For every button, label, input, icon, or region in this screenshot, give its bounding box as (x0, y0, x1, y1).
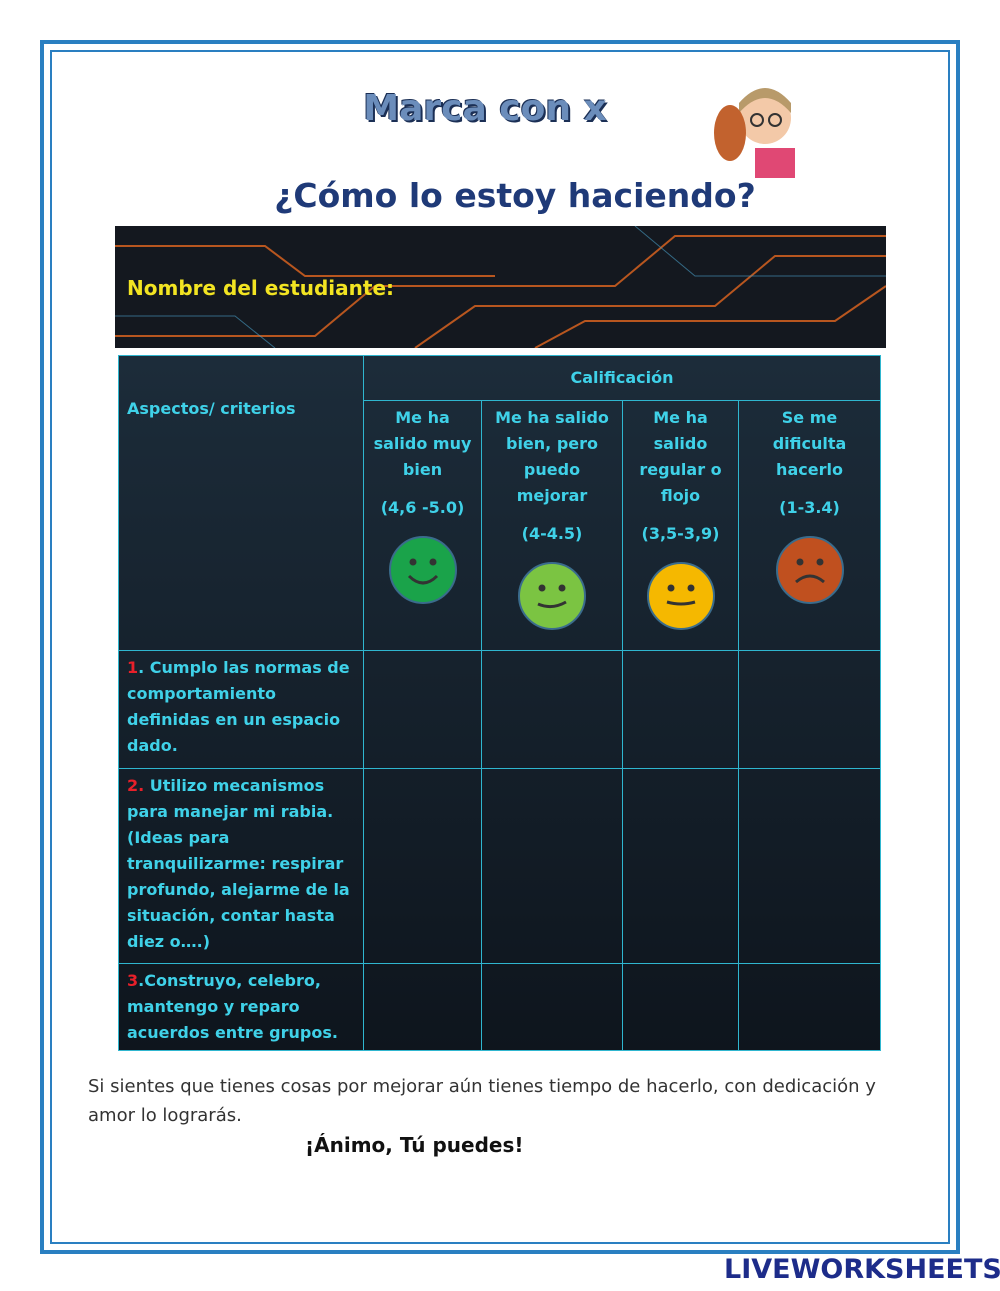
rating-column: Me ha salido muy bien (4,6 -5.0) (363, 400, 482, 651)
answer-cell[interactable] (622, 963, 739, 1051)
rating-label: Me ha salido regular o flojo (639, 408, 722, 505)
smiley (518, 562, 586, 630)
answer-cell[interactable] (481, 963, 623, 1051)
rating-range: (4,6 -5.0) (380, 498, 465, 517)
aspect-header: Aspectos/ criterios (118, 355, 364, 651)
rubric-table: Aspectos/ criterios Calificación Me ha s… (118, 355, 881, 1051)
brand: LIVEWORKSHEETS (724, 1254, 1000, 1285)
criterion-number: 3 (127, 971, 139, 990)
criterion: 3.Construyo, celebro, mantengo y reparo … (118, 963, 364, 1051)
rating-range: (4-4.5) (521, 524, 583, 543)
criterion-number: 2. (127, 776, 145, 795)
rating-column: Me ha salido regular o flojo (3,5-3,9) (622, 400, 739, 651)
cheer: ¡Ánimo, Tú puedes! (305, 1133, 524, 1157)
answer-cell[interactable] (363, 963, 482, 1051)
cartoon (714, 88, 795, 178)
answer-cell[interactable] (738, 768, 881, 964)
rating-column: Me ha salido bien, pero puedo mejorar (4-… (481, 400, 623, 651)
criterion-text: . Cumplo las normas de comportamiento de… (127, 658, 350, 755)
rating-column: Se me dificulta hacerlo (1-3.4) (738, 400, 881, 651)
answer-cell[interactable] (481, 768, 623, 964)
rating-label: Me ha salido muy bien (373, 408, 472, 479)
answer-cell[interactable] (622, 768, 739, 964)
smiley (775, 536, 844, 604)
circuit (115, 226, 886, 348)
rating-label: Me ha salido bien, pero puedo mejorar (495, 408, 609, 505)
smiley (388, 536, 457, 604)
answer-cell[interactable] (738, 963, 881, 1051)
criterion-number: 1 (127, 658, 139, 677)
border (40, 40, 960, 1254)
smiley (646, 562, 715, 630)
footer-message: Si sientes que tienes cosas por mejorar … (88, 1076, 876, 1126)
answer-cell[interactable] (363, 650, 482, 769)
rating-label: Se me dificulta hacerlo (772, 408, 847, 479)
criterion-text: Utilizo mecanismos para manejar mi rabia… (127, 776, 350, 951)
rating-range: (1-3.4) (779, 498, 840, 517)
criterion: 1. Cumplo las normas de comportamiento d… (118, 650, 364, 769)
answer-cell[interactable] (622, 650, 739, 769)
student-name-label: Nombre del estudiante: (127, 276, 395, 300)
answer-cell[interactable] (481, 650, 623, 769)
banner: Nombre del estudiante: (115, 226, 886, 348)
group-header: Calificación (363, 355, 881, 401)
title: Marca con x (363, 88, 607, 129)
border-inner (50, 50, 950, 1244)
criterion: 2. Utilizo mecanismos para manejar mi ra… (118, 768, 364, 964)
answer-cell[interactable] (738, 650, 881, 769)
criterion-text: .Construyo, celebro, mantengo y reparo a… (127, 971, 338, 1042)
answer-cell[interactable] (363, 768, 482, 964)
rating-range: (3,5-3,9) (641, 524, 720, 543)
subtitle: ¿Cómo lo estoy haciendo? (274, 176, 756, 215)
